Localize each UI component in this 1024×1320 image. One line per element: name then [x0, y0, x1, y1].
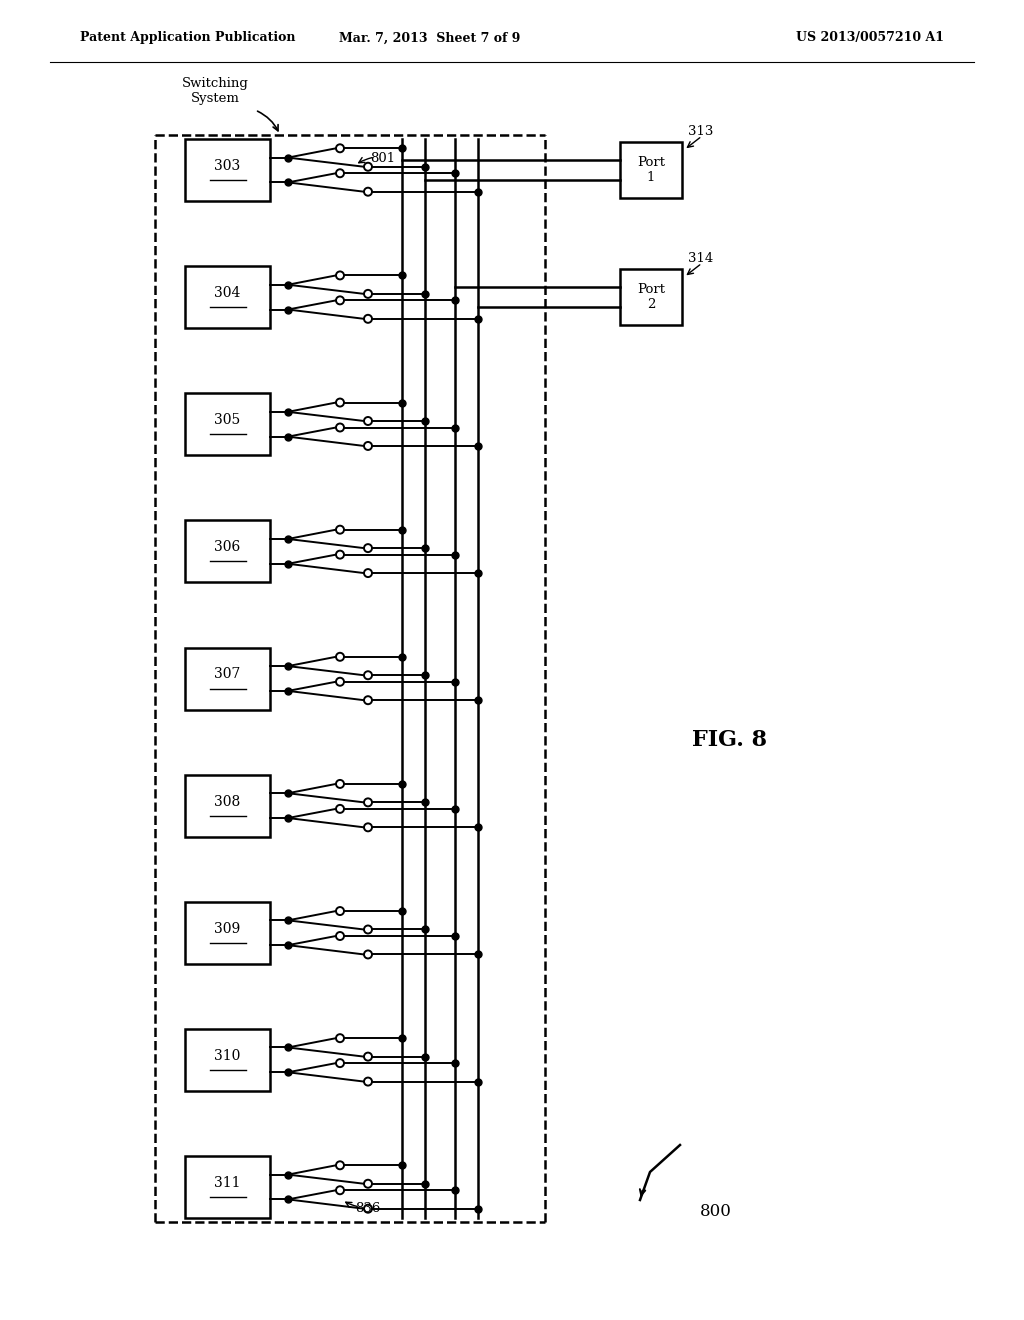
- Text: 801: 801: [370, 152, 395, 165]
- Text: US 2013/0057210 A1: US 2013/0057210 A1: [796, 32, 944, 45]
- Text: 313: 313: [688, 125, 714, 139]
- Text: 310: 310: [214, 1049, 241, 1063]
- Text: 307: 307: [214, 668, 241, 681]
- Text: Port
1: Port 1: [637, 156, 665, 183]
- Text: 305: 305: [214, 413, 241, 428]
- Polygon shape: [620, 143, 682, 198]
- Text: Switching
System: Switching System: [181, 77, 249, 106]
- Polygon shape: [185, 775, 270, 837]
- Polygon shape: [185, 1156, 270, 1218]
- Text: FIG. 8: FIG. 8: [692, 729, 768, 751]
- Text: 836: 836: [355, 1201, 380, 1214]
- Text: 314: 314: [688, 252, 714, 265]
- Text: 304: 304: [214, 286, 241, 300]
- Polygon shape: [185, 393, 270, 455]
- Text: Patent Application Publication: Patent Application Publication: [80, 32, 296, 45]
- Polygon shape: [185, 648, 270, 710]
- Text: 800: 800: [700, 1204, 732, 1221]
- Text: 311: 311: [214, 1176, 241, 1191]
- Polygon shape: [185, 520, 270, 582]
- Polygon shape: [185, 902, 270, 964]
- Text: 309: 309: [214, 921, 241, 936]
- Text: Mar. 7, 2013  Sheet 7 of 9: Mar. 7, 2013 Sheet 7 of 9: [339, 32, 520, 45]
- Text: Port
2: Port 2: [637, 282, 665, 312]
- Polygon shape: [185, 139, 270, 201]
- Text: 308: 308: [214, 795, 241, 809]
- Text: 303: 303: [214, 158, 241, 173]
- Polygon shape: [620, 269, 682, 325]
- Polygon shape: [185, 267, 270, 329]
- Text: 306: 306: [214, 540, 241, 554]
- Polygon shape: [185, 1028, 270, 1090]
